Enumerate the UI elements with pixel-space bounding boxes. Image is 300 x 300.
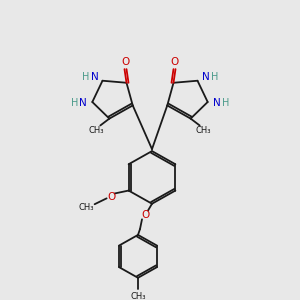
Text: N: N	[213, 98, 220, 108]
Text: N: N	[80, 98, 87, 108]
Text: CH₃: CH₃	[130, 292, 146, 300]
Text: N: N	[202, 72, 209, 82]
Text: CH₃: CH₃	[88, 126, 104, 135]
Text: CH₃: CH₃	[196, 126, 212, 135]
Text: O: O	[122, 57, 130, 67]
Text: O: O	[107, 192, 116, 203]
Text: N: N	[91, 72, 98, 82]
Text: H: H	[70, 98, 78, 108]
Text: O: O	[141, 210, 149, 220]
Text: H: H	[82, 72, 89, 82]
Text: H: H	[211, 72, 218, 82]
Text: CH₃: CH₃	[79, 202, 94, 211]
Text: H: H	[222, 98, 230, 108]
Text: O: O	[170, 57, 178, 67]
